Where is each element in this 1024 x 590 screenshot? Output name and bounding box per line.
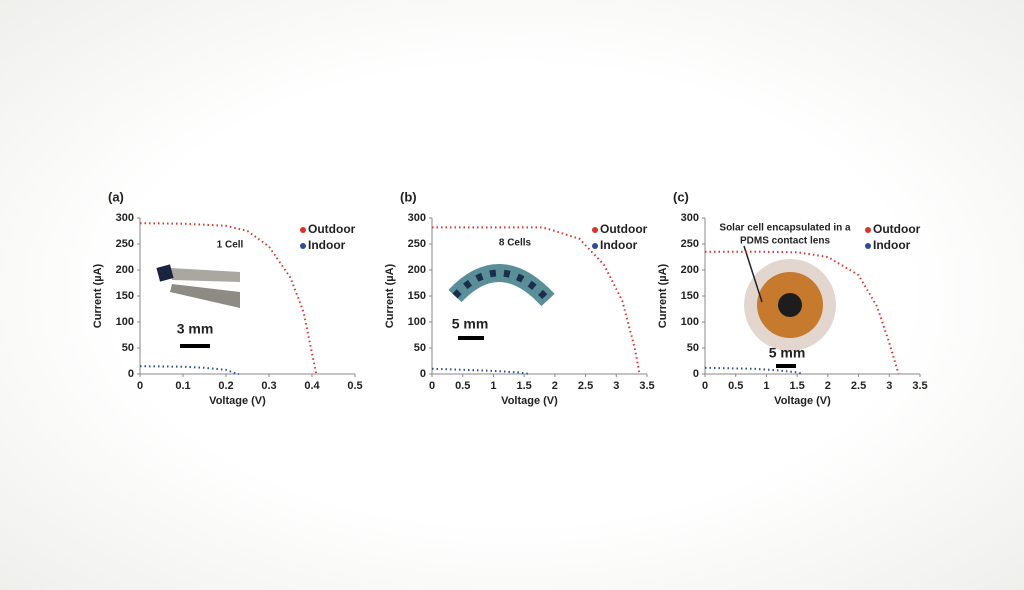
x-tick-label: 3 [613,380,619,392]
y-tick-label: 300 [408,212,426,224]
x-tick-label: 0.5 [347,380,362,392]
legend-marker [300,243,306,249]
x-tick-label: 1.5 [789,380,804,392]
y-tick-label: 250 [408,238,426,250]
x-tick-label: 3 [886,380,892,392]
y-axis-label: Current (µA) [92,263,104,328]
x-tick-label: 1 [490,380,496,392]
y-tick-label: 150 [116,290,134,302]
y-tick-label: 50 [122,342,134,354]
x-tick-label: 2 [825,380,831,392]
x-tick-label: 1.5 [516,380,531,392]
y-tick-label: 100 [681,316,699,328]
panel-label: (c) [673,189,689,204]
annotation: 5 mm [769,345,806,361]
x-tick-label: 0.3 [261,380,276,392]
y-tick-label: 200 [408,264,426,276]
photo-a [156,264,240,348]
legend-label: Indoor [308,238,346,252]
y-axis-label: Current (µA) [384,263,396,328]
legend-marker [865,227,871,233]
iv-curve [431,367,531,375]
legend-label: Outdoor [600,222,648,236]
legend-marker [300,227,306,233]
x-tick-label: 3.5 [912,380,927,392]
y-tick-label: 150 [681,290,699,302]
legend-label: Indoor [873,238,911,252]
x-tick-label: 0.2 [218,380,233,392]
x-tick-label: 0.5 [728,380,743,392]
iv-curve [432,226,641,375]
x-tick-label: 0.4 [304,380,320,392]
legend-marker [592,227,598,233]
x-tick-label: 2.5 [851,380,866,392]
y-tick-label: 0 [693,368,699,380]
annotation: 8 Cells [499,238,532,249]
x-tick-label: 0.5 [455,380,470,392]
y-tick-label: 200 [681,264,699,276]
legend-marker [592,243,598,249]
panel-label: (b) [400,189,417,204]
legend-label: Outdoor [873,222,921,236]
x-tick-label: 0 [702,380,708,392]
iv-curve [704,366,804,375]
x-tick-label: 0 [429,380,435,392]
y-tick-label: 200 [116,264,134,276]
photo-c [743,245,836,368]
iv-curve [139,365,240,375]
annotation: 3 mm [177,321,214,337]
x-tick-label: 3.5 [639,380,654,392]
x-tick-label: 0 [137,380,143,392]
legend-marker [865,243,871,249]
y-tick-label: 100 [116,316,134,328]
annotation: 1 Cell [217,240,244,251]
panel-label: (a) [108,189,124,204]
photo-b [448,264,555,340]
y-tick-label: 300 [681,212,699,224]
annotation: Solar cell encapsulated in a [719,223,851,234]
y-tick-label: 0 [128,368,134,380]
legend-label: Indoor [600,238,638,252]
y-axis-label: Current (µA) [657,263,669,328]
legend-label: Outdoor [308,222,356,236]
x-tick-label: 2.5 [578,380,593,392]
y-tick-label: 300 [116,212,134,224]
y-tick-label: 50 [414,342,426,354]
x-axis-label: Voltage (V) [774,395,831,407]
y-tick-label: 150 [408,290,426,302]
y-tick-label: 0 [420,368,426,380]
annotation: PDMS contact lens [740,236,830,247]
x-axis-label: Voltage (V) [209,395,266,407]
x-tick-label: 1 [763,380,769,392]
y-tick-label: 250 [681,238,699,250]
x-tick-label: 0.1 [175,380,190,392]
x-tick-label: 2 [552,380,558,392]
x-axis-label: Voltage (V) [501,395,558,407]
y-tick-label: 100 [408,316,426,328]
y-tick-label: 250 [116,238,134,250]
annotation: 5 mm [452,316,489,332]
y-tick-label: 50 [687,342,699,354]
